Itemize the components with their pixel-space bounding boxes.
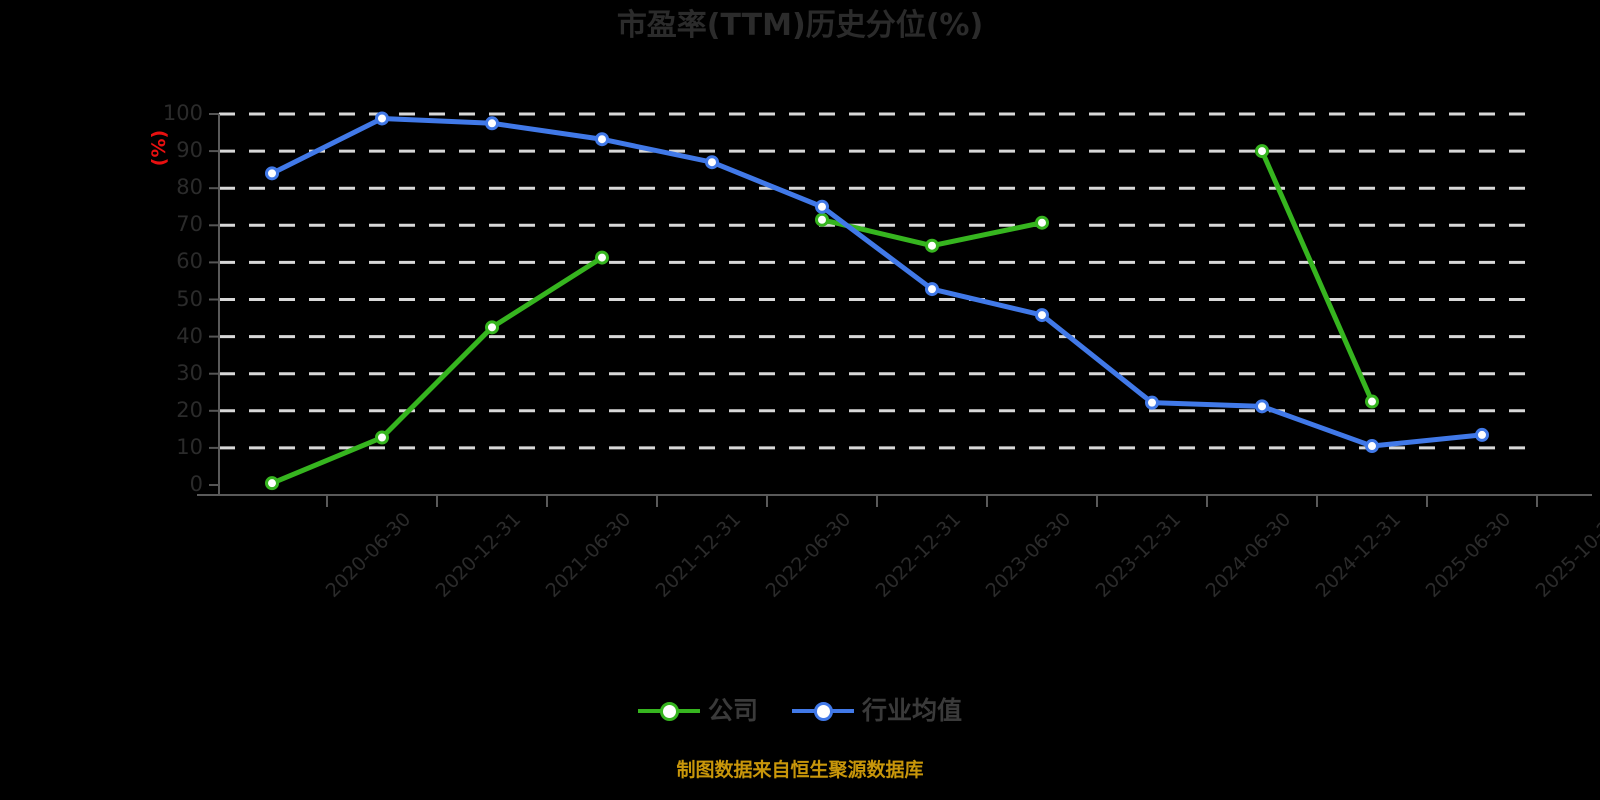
legend-dot <box>814 702 833 721</box>
legend-label: 公司 <box>707 696 758 725</box>
data-point-marker[interactable] <box>925 282 939 297</box>
y-tick-label: 10 <box>176 434 203 459</box>
data-point-marker[interactable] <box>1145 395 1159 410</box>
y-tick-label: 100 <box>162 101 203 125</box>
chart-legend: 公司 行业均值 <box>0 698 1600 724</box>
legend-item-1[interactable]: 公司 <box>637 696 758 725</box>
series-line-2 <box>269 115 1485 449</box>
series-line-1 <box>1259 148 1375 405</box>
y-tick-label: 50 <box>176 286 203 311</box>
y-tick-label: 90 <box>176 138 203 163</box>
data-point-marker[interactable] <box>375 111 389 126</box>
data-point-marker[interactable] <box>1255 399 1269 414</box>
data-point-marker[interactable] <box>485 116 499 131</box>
legend-item-2[interactable]: 行业均值 <box>792 698 962 724</box>
legend-swatch-icon <box>637 698 700 724</box>
data-point-marker[interactable] <box>1035 308 1049 323</box>
data-point-marker[interactable] <box>265 166 279 181</box>
y-tick-label: 40 <box>176 323 203 348</box>
data-point-marker[interactable] <box>265 476 279 491</box>
data-point-marker[interactable] <box>1035 215 1049 230</box>
legend-swatch-icon <box>792 698 854 724</box>
data-point-marker[interactable] <box>815 199 829 214</box>
y-tick-label: 0 <box>189 472 203 496</box>
y-tick-label: 30 <box>176 360 203 385</box>
y-tick-label: 80 <box>176 175 203 200</box>
data-point-marker[interactable] <box>375 430 389 445</box>
legend-label: 行业均值 <box>862 696 963 725</box>
data-point-marker[interactable] <box>595 132 609 147</box>
y-tick-label: 70 <box>176 212 203 237</box>
y-tick-label: 20 <box>176 397 203 422</box>
data-point-marker[interactable] <box>1475 427 1489 442</box>
data-point-marker[interactable] <box>485 320 499 335</box>
y-tick-label: 60 <box>176 249 203 274</box>
series-line-1 <box>269 255 605 486</box>
footnote-text: 制图数据来自恒生聚源数据库 <box>676 759 924 781</box>
data-point-marker[interactable] <box>1365 439 1379 454</box>
legend-dot <box>659 702 679 721</box>
data-point-marker[interactable] <box>925 238 939 253</box>
data-point-marker[interactable] <box>815 212 829 227</box>
data-point-marker[interactable] <box>1255 144 1269 159</box>
data-point-marker[interactable] <box>1365 394 1379 409</box>
data-point-marker[interactable] <box>595 250 609 265</box>
page-title: 市盈率(TTM)历史分位(%) <box>616 8 984 43</box>
data-point-marker[interactable] <box>705 155 719 170</box>
